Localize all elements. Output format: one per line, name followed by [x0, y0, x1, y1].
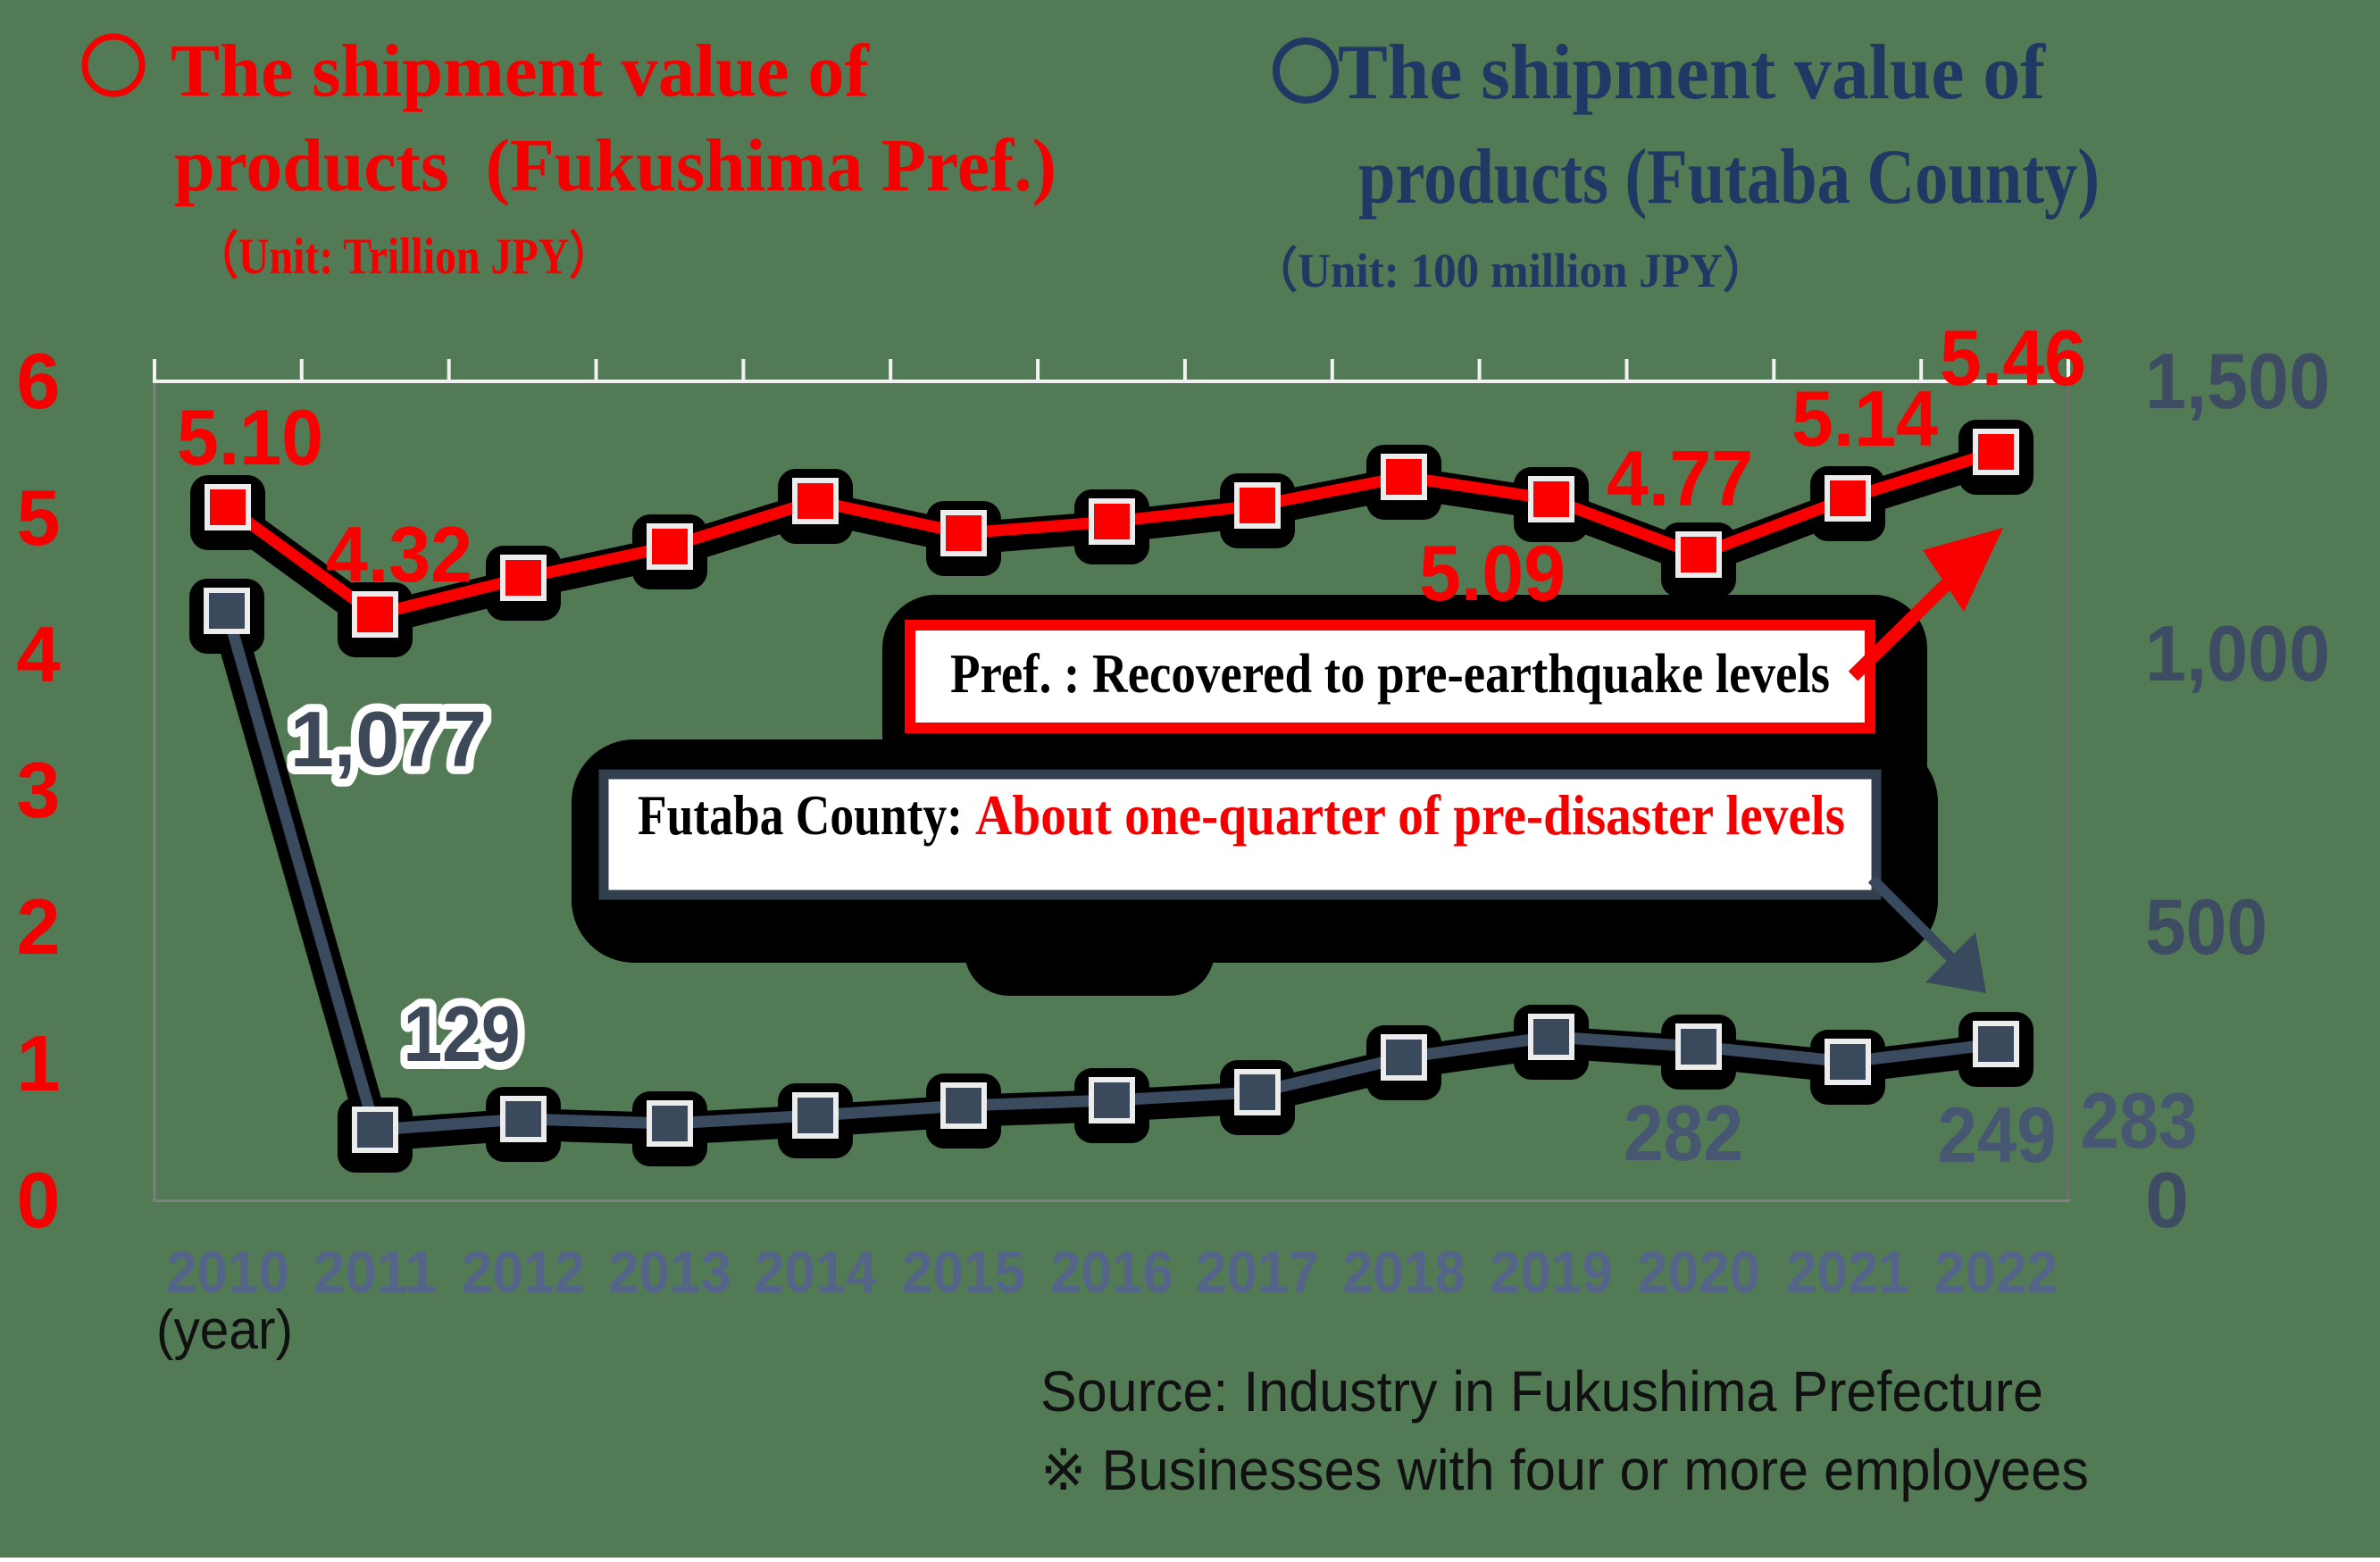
svg-text:2019: 2019 — [1490, 1239, 1613, 1305]
svg-text:4: 4 — [17, 610, 61, 698]
svg-text:1,077: 1,077 — [290, 695, 487, 783]
svg-text:Futaba County:: Futaba County: — [638, 784, 963, 847]
svg-text:249: 249 — [1938, 1090, 2057, 1179]
svg-text:2012: 2012 — [462, 1239, 585, 1305]
svg-text:2014: 2014 — [754, 1239, 877, 1305]
svg-text:129: 129 — [404, 990, 521, 1078]
svg-text:5.10: 5.10 — [177, 393, 323, 481]
svg-text:1,500: 1,500 — [2145, 337, 2330, 425]
svg-text:5.46: 5.46 — [1940, 313, 2086, 402]
svg-text:5.09: 5.09 — [1419, 529, 1566, 617]
svg-text:4.32: 4.32 — [326, 510, 472, 598]
svg-text:0: 0 — [17, 1156, 61, 1244]
svg-text:2017: 2017 — [1196, 1239, 1319, 1305]
svg-text:About one-quarter of pre-disas: About one-quarter of pre-disaster levels — [975, 784, 1845, 847]
svg-text:0: 0 — [2145, 1156, 2189, 1244]
svg-text:（Unit: Trillion JPY）: （Unit: Trillion JPY） — [196, 229, 612, 285]
svg-text:4.77: 4.77 — [1607, 434, 1753, 522]
svg-text:（Unit: 100 million JPY）: （Unit: 100 million JPY） — [1252, 244, 1768, 297]
svg-text:products (Fukushima Pref.): products (Fukushima Pref.) — [174, 124, 1056, 207]
svg-text:282: 282 — [1624, 1089, 1743, 1177]
svg-text:2010: 2010 — [166, 1239, 289, 1305]
svg-text:2018: 2018 — [1342, 1239, 1466, 1305]
svg-text:The shipment value of: The shipment value of — [1338, 29, 2047, 116]
svg-text:Source: Industry in Fukushima: Source: Industry in Fukushima Prefecture — [1040, 1359, 2043, 1424]
svg-text:The shipment value of: The shipment value of — [171, 29, 870, 113]
svg-text:283: 283 — [2081, 1076, 2198, 1165]
svg-text:※ Businesses with four or more: ※ Businesses with four or more employees — [1040, 1438, 2089, 1502]
svg-text:2013: 2013 — [608, 1239, 731, 1305]
svg-text:6: 6 — [17, 337, 61, 425]
svg-text:1,000: 1,000 — [2145, 609, 2330, 697]
svg-text:2020: 2020 — [1637, 1239, 1760, 1305]
svg-text:5: 5 — [17, 473, 61, 562]
svg-text:2: 2 — [17, 882, 61, 971]
svg-text:2016: 2016 — [1050, 1239, 1173, 1305]
svg-text:products (Futaba County): products (Futaba County) — [1358, 134, 2100, 221]
svg-text:(year): (year) — [156, 1299, 293, 1361]
svg-text:500: 500 — [2145, 882, 2267, 971]
svg-text:2011: 2011 — [313, 1239, 437, 1305]
svg-text:2021: 2021 — [1786, 1239, 1909, 1305]
svg-text:3: 3 — [17, 746, 61, 834]
svg-text:Pref. : Recovered to pre-earth: Pref. : Recovered to pre-earthquake leve… — [950, 644, 1830, 705]
svg-text:2015: 2015 — [902, 1239, 1025, 1305]
svg-text:2022: 2022 — [1934, 1239, 2058, 1305]
svg-text:1: 1 — [17, 1019, 61, 1107]
svg-text:5.14: 5.14 — [1791, 374, 1938, 463]
